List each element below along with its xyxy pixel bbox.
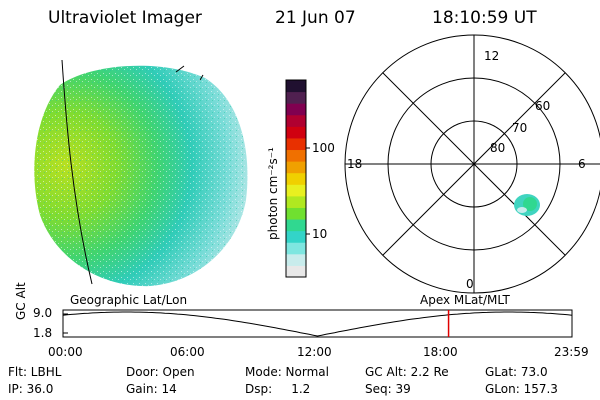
mlt-label-6: 6 [578, 157, 586, 171]
mlt-label-0: 0 [466, 277, 474, 291]
colorbar-band [286, 207, 306, 220]
colorbar-band [286, 149, 306, 162]
colorbar [286, 80, 306, 278]
colorbar-band [286, 230, 306, 243]
door-info: Door: Open [126, 365, 195, 379]
colorbar-band [286, 91, 306, 104]
dsp-info: Dsp: 1.2 [245, 382, 311, 396]
mlat-label-70: 70 [512, 121, 527, 135]
colorbar-band [286, 265, 306, 278]
colorbar-band [286, 137, 306, 151]
gain-info: Gain: 14 [126, 382, 177, 396]
colorbar-band [286, 195, 306, 208]
x-tick-2359: 23:59 [554, 345, 589, 359]
x-tick-1200: 12:00 [297, 345, 332, 359]
altitude-curve [62, 311, 573, 337]
colorbar-band [286, 242, 306, 255]
y-tick-9: 9.0 [33, 306, 53, 320]
mlat-label-60: 60 [535, 99, 550, 113]
glat-info: GLat: 73.0 [485, 365, 548, 379]
auroral-spot [514, 194, 540, 216]
gc-alt-axis-label: GC Alt [14, 282, 28, 320]
colorbar-band [286, 253, 306, 266]
x-tick-0600: 06:00 [170, 345, 205, 359]
colorbar-band [286, 126, 306, 139]
x-tick-0000: 00:00 [48, 345, 83, 359]
colorbar-band [286, 114, 306, 127]
mlt-label-12: 12 [484, 49, 499, 63]
colorbar-band [286, 80, 306, 93]
filter-info: Flt: LBHL [8, 365, 62, 379]
colorbar-tick-100: 100 [312, 141, 335, 155]
ip-info: IP: 36.0 [8, 382, 54, 396]
x-tick-1800: 18:00 [423, 345, 458, 359]
y-tick-1-8: 1.8 [33, 326, 53, 340]
orbit-panel [62, 309, 573, 338]
colorbar-band [286, 184, 306, 197]
terminator-line [61, 59, 93, 285]
mlt-label-18: 18 [347, 157, 362, 171]
geographic-title: Geographic Lat/Lon [70, 293, 188, 307]
apex-title: Apex MLat/MLT [420, 293, 510, 307]
colorbar-band [286, 172, 306, 185]
instrument-title: Ultraviolet Imager [48, 8, 202, 28]
polar-plot: 12 18 6 0 60 70 80 [344, 34, 600, 294]
colorbar-band [286, 161, 306, 174]
earth-disk-image [34, 59, 248, 287]
colorbar-unit-label: photon cm⁻²s⁻¹ [266, 147, 280, 240]
image-date: 21 Jun 07 [275, 8, 356, 28]
mode-info: Mode: Normal [245, 365, 329, 379]
colorbar-band [286, 219, 306, 232]
colorbar-tick-10: 10 [312, 227, 327, 241]
mlat-label-80: 80 [490, 141, 505, 155]
gc-alt-info: GC Alt: 2.2 Re [365, 365, 449, 379]
glon-info: GLon: 157.3 [485, 382, 558, 396]
seq-info: Seq: 39 [365, 382, 411, 396]
colorbar-band [286, 103, 306, 116]
colorbar-frame [285, 79, 307, 278]
image-time: 18:10:59 UT [432, 8, 537, 28]
